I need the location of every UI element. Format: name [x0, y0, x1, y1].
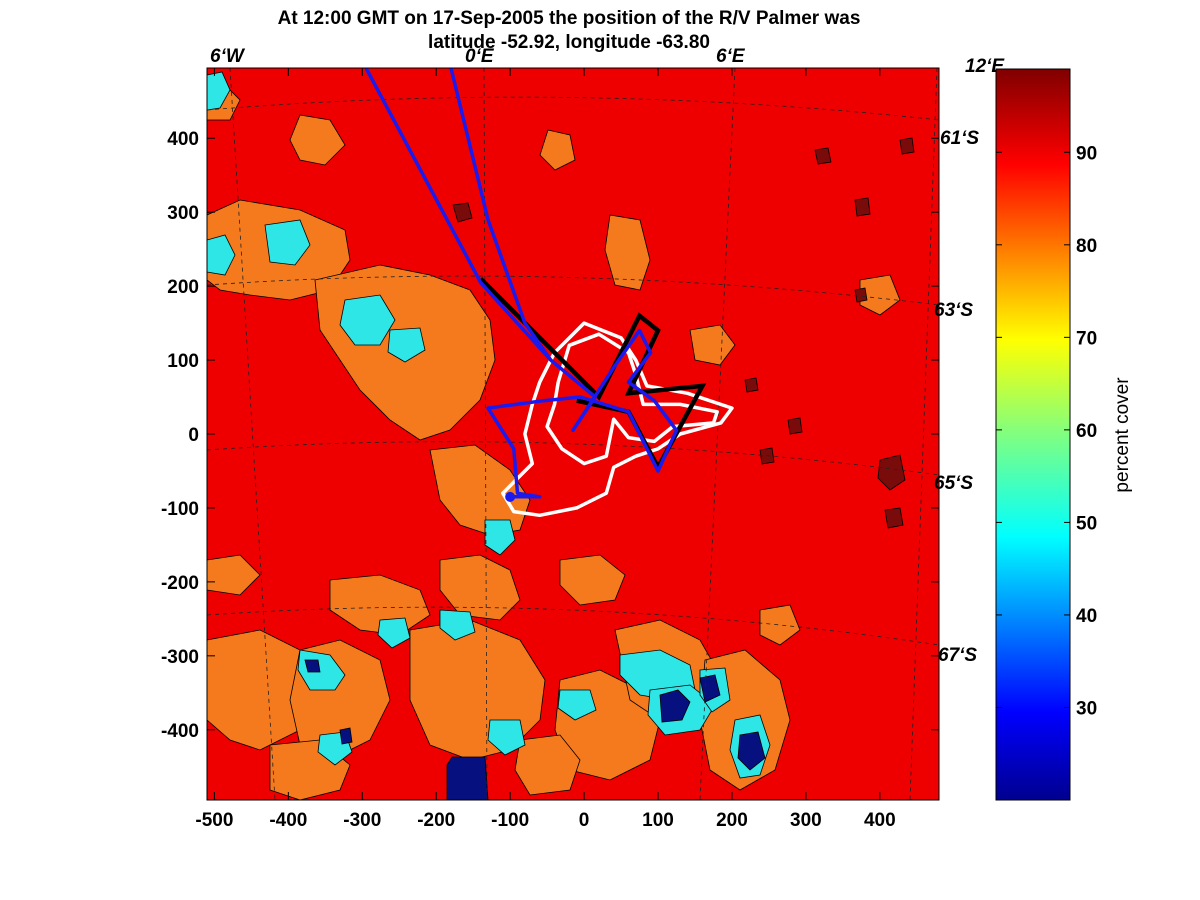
- map-plot-area: [207, 68, 939, 800]
- y-tick-label-0: 400: [167, 129, 199, 150]
- ice-50-patches: [207, 71, 771, 779]
- colorbar-tick-label-3: 60: [1076, 421, 1097, 442]
- ice-98-patches: [452, 137, 915, 529]
- colorbar-tick-label-6: 30: [1076, 698, 1097, 719]
- lon-label-0e: 0‘E: [465, 46, 495, 67]
- colorbar-tick-label-0: 90: [1076, 143, 1097, 164]
- x-tick-label-6: 100: [642, 810, 674, 831]
- lat-label-63s: 63‘S: [934, 300, 973, 321]
- colorbar-gradient: [995, 68, 1071, 801]
- lon-label-6w: 6‘W: [210, 46, 246, 67]
- ship-track-line-2: [449, 68, 553, 362]
- y-tick-label-4: 0: [188, 425, 199, 446]
- y-tick-label-3: 100: [167, 351, 199, 372]
- lat-label-61s: 61‘S: [940, 128, 979, 149]
- x-tick-label-2: -300: [343, 810, 381, 831]
- colorbar-label: percent cover: [1112, 377, 1133, 493]
- ice-30-patches: [304, 659, 766, 800]
- x-tick-label-4: -100: [491, 810, 529, 831]
- x-tick-label-8: 300: [790, 810, 822, 831]
- ship-track: [364, 68, 679, 502]
- colorbar-tick-label-1: 80: [1076, 236, 1097, 257]
- graticule: [207, 68, 939, 800]
- colorbar: 90 80 70 60 50 40 30 percent cover: [995, 68, 1133, 801]
- colorbar-tick-label-4: 50: [1076, 513, 1097, 534]
- lon-label-12e: 12‘E: [965, 56, 1005, 77]
- y-tick-label-2: 200: [167, 277, 199, 298]
- y-tick-label-7: -300: [161, 647, 199, 668]
- y-tick-label-8: -400: [161, 721, 199, 742]
- x-axis: -500 -400 -300 -200 -100 0 100 200 300 400: [195, 68, 896, 831]
- x-tick-label-3: -200: [417, 810, 455, 831]
- x-tick-label-1: -400: [269, 810, 307, 831]
- ship-position-marker: [505, 491, 516, 502]
- y-tick-label-1: 300: [167, 203, 199, 224]
- lon-label-6e: 6‘E: [716, 46, 746, 67]
- lat-label-67s: 67‘S: [938, 645, 977, 666]
- y-axis: 400 300 200 100 0 -100 -200 -300 -400: [161, 129, 939, 742]
- y-tick-label-6: -200: [161, 573, 199, 594]
- chart-title-line-2: latitude -52.92, longitude -63.80: [428, 32, 710, 53]
- x-tick-label-7: 200: [716, 810, 748, 831]
- colorbar-ticks: 90 80 70 60 50 40 30: [996, 143, 1097, 719]
- ship-track-line: [364, 68, 679, 499]
- colorbar-tick-label-5: 40: [1076, 606, 1097, 627]
- colorbar-tick-label-2: 70: [1076, 328, 1097, 349]
- x-tick-label-5: 0: [579, 810, 590, 831]
- lat-label-65s: 65‘S: [934, 473, 973, 494]
- x-tick-label-9: 400: [864, 810, 896, 831]
- y-tick-label-5: -100: [161, 499, 199, 520]
- x-tick-label-0: -500: [195, 810, 233, 831]
- chart-title-line-1: At 12:00 GMT on 17-Sep-2005 the position…: [278, 8, 861, 29]
- white-contour-1: [501, 321, 734, 518]
